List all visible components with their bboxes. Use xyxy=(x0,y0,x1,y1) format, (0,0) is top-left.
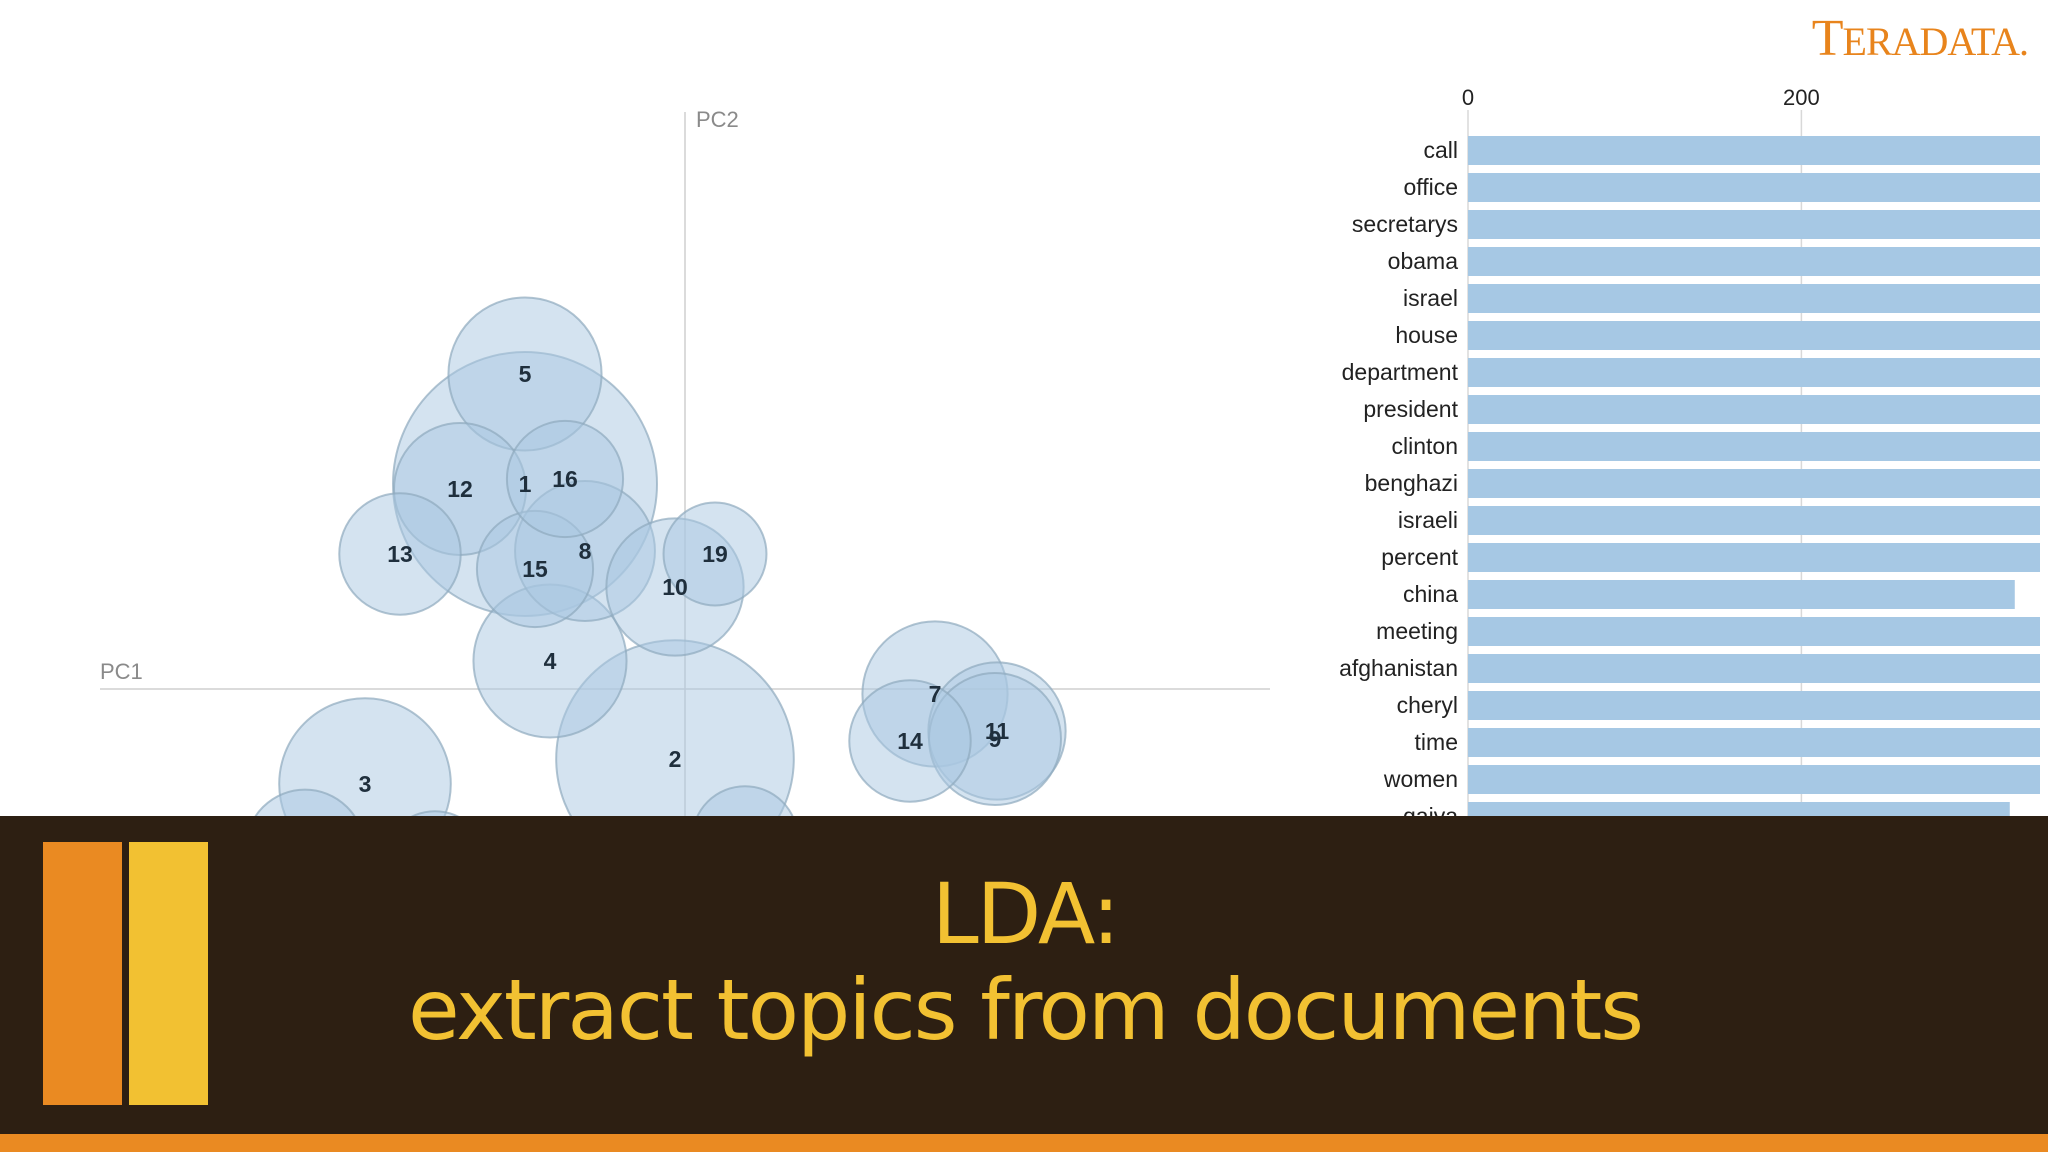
term-label-call: call xyxy=(1423,137,1458,163)
banner-yellow-bar xyxy=(129,842,208,1105)
term-bar-call[interactable] xyxy=(1468,136,2040,165)
topic-label-7: 7 xyxy=(929,681,942,707)
topic-label-19: 19 xyxy=(702,541,728,567)
topic-label-12: 12 xyxy=(447,476,473,502)
topic-bubble-17[interactable] xyxy=(692,785,798,820)
term-bar-cheryl[interactable] xyxy=(1468,691,2040,720)
term-bar-israeli[interactable] xyxy=(1468,506,2040,535)
term-bar-israel[interactable] xyxy=(1468,284,2040,313)
topic-label-11: 11 xyxy=(985,718,1010,744)
term-label-israel: israel xyxy=(1403,285,1458,311)
teradata-logo: TERADATA. xyxy=(1811,10,2029,67)
topic-label-14: 14 xyxy=(897,728,923,754)
pc2-axis-label: PC2 xyxy=(696,107,739,132)
topic-label-2: 2 xyxy=(669,746,682,772)
term-label-meeting: meeting xyxy=(1376,618,1458,644)
term-bar-house[interactable] xyxy=(1468,321,2040,350)
term-label-office: office xyxy=(1403,174,1458,200)
term-bar-time[interactable] xyxy=(1468,728,2040,757)
bar-axis-tick-0: 0 xyxy=(1462,85,1474,110)
term-bar-qaiva[interactable] xyxy=(1468,802,2010,820)
term-label-cheryl: cheryl xyxy=(1397,692,1458,718)
pc1-axis-label: PC1 xyxy=(100,659,143,684)
slide-title: LDA: extract topics from documents xyxy=(230,866,1820,1058)
term-label-clinton: clinton xyxy=(1392,433,1458,459)
bar-axis-tick-200: 200 xyxy=(1783,85,1820,110)
term-label-afghanistan: afghanistan xyxy=(1339,655,1458,681)
banner-orange-bar xyxy=(43,842,122,1105)
topic-label-10: 10 xyxy=(662,574,688,600)
topic-scatter-plot: PC1PC212345781011912131461516171819 xyxy=(100,107,1270,820)
term-bar-afghanistan[interactable] xyxy=(1468,654,2040,683)
term-label-women: women xyxy=(1383,766,1458,792)
slide-title-line-2: extract topics from documents xyxy=(407,961,1644,1059)
term-label-time: time xyxy=(1415,729,1458,755)
slide-title-line-1: LDA: xyxy=(931,865,1120,963)
term-label-israeli: israeli xyxy=(1398,507,1458,533)
topic-label-5: 5 xyxy=(519,361,532,387)
topic-bubble-13[interactable] xyxy=(338,492,462,616)
topic-label-13: 13 xyxy=(387,541,413,567)
term-bar-chart: 0200400600callofficesecretarysobamaisrae… xyxy=(1339,85,2040,820)
term-bar-meeting[interactable] xyxy=(1468,617,2040,646)
topic-bubble-14[interactable] xyxy=(848,679,972,803)
topic-label-1: 1 xyxy=(519,471,532,497)
topic-label-8: 8 xyxy=(579,538,592,564)
title-banner: LDA: extract topics from documents xyxy=(0,816,2048,1134)
term-bar-women[interactable] xyxy=(1468,765,2040,794)
term-label-house: house xyxy=(1395,322,1458,348)
term-bar-office[interactable] xyxy=(1468,173,2040,202)
term-bar-benghazi[interactable] xyxy=(1468,469,2040,498)
topic-bubble-6[interactable] xyxy=(246,788,365,820)
banner-bottom-strip xyxy=(0,1134,2048,1152)
term-label-benghazi: benghazi xyxy=(1365,470,1458,496)
term-bar-percent[interactable] xyxy=(1468,543,2040,572)
term-bar-department[interactable] xyxy=(1468,358,2040,387)
term-label-secretarys: secretarys xyxy=(1352,211,1458,237)
term-bar-china[interactable] xyxy=(1468,580,2015,609)
topic-bubble-3[interactable] xyxy=(278,697,452,820)
topic-label-15: 15 xyxy=(522,556,548,582)
topic-label-16: 16 xyxy=(552,466,578,492)
topic-label-9: 9 xyxy=(989,726,1002,752)
topic-label-4: 4 xyxy=(544,648,557,674)
term-label-president: president xyxy=(1363,396,1458,422)
topic-bubble-16[interactable] xyxy=(505,419,625,539)
term-label-percent: percent xyxy=(1381,544,1458,570)
topic-label-3: 3 xyxy=(359,771,372,797)
term-label-department: department xyxy=(1342,359,1459,385)
term-bar-obama[interactable] xyxy=(1468,247,2040,276)
term-bar-clinton[interactable] xyxy=(1468,432,2040,461)
term-bar-president[interactable] xyxy=(1468,395,2040,424)
term-label-china: china xyxy=(1403,581,1458,607)
term-bar-secretarys[interactable] xyxy=(1468,210,2040,239)
topic-bubble-19[interactable] xyxy=(662,501,768,607)
term-label-qaiva: qaiva xyxy=(1403,803,1458,820)
term-label-obama: obama xyxy=(1388,248,1459,274)
